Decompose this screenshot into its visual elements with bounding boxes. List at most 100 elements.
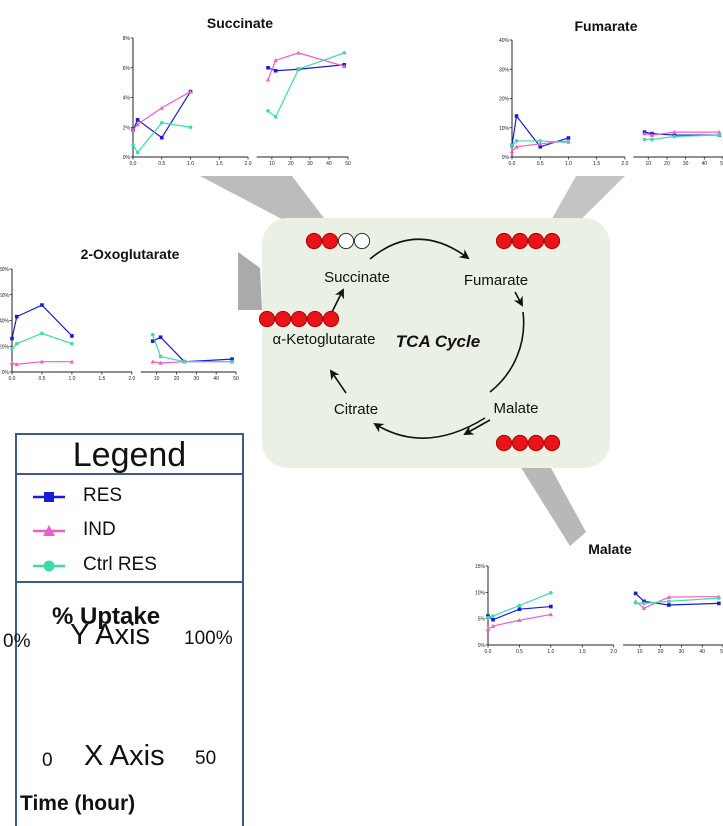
succinate-res-point-3 [159, 135, 164, 140]
legend-item-ctrl-res: Ctrl RES [83, 554, 157, 575]
oxoglutarate-ind-line-early [11, 361, 72, 365]
succinate-ind-point-3 [159, 105, 164, 110]
malate-xtick-label: 30 [679, 649, 685, 655]
oxoglutarate-ctrl-res-point-4 [70, 341, 74, 346]
malate-ind-line-early [487, 613, 551, 630]
y-axis-max-label: 100% [184, 628, 233, 649]
arrow-malate-cycle [489, 311, 525, 393]
malate-ind-point-3 [517, 618, 522, 623]
oxoglutarate-xtick-label: 2.0 [128, 376, 135, 382]
legend-series-box: RES IND Ctrl RES [15, 473, 244, 583]
oxoglutarate-res-point-1 [10, 336, 14, 341]
carbon-labeled-malate-2 [511, 434, 529, 452]
succinate-xtick-label: 2.0 [245, 161, 252, 167]
oxoglutarate-res-point-3 [40, 303, 44, 307]
malate-res-point-6 [642, 599, 646, 604]
malate-ind-point-4 [548, 612, 554, 617]
carbon-labeled-fumarate-3 [527, 232, 545, 250]
fumarate-xtick-label: 0.0 [509, 161, 516, 167]
cycle-arrows [329, 238, 525, 439]
tca-cycle-title: TCA Cycle [396, 332, 480, 351]
malate-xtick-label: 40 [699, 649, 705, 655]
malate-xtick-label: 20 [658, 649, 664, 655]
carbon-labeled-malate-1 [495, 434, 513, 452]
fumarate-xtick-label: 1.5 [593, 161, 600, 167]
fumarate-ctrl-res-point-3 [538, 139, 543, 143]
fumarate-ytick-label: 0% [502, 155, 510, 161]
oxoglutarate-ind-point-1 [9, 360, 15, 365]
malate-ind-point-7 [666, 594, 672, 599]
malate-ctrl-res-line-early [487, 592, 552, 619]
succinate-ctrl-res-point-2 [135, 150, 140, 155]
succinate-xtick-label: 0.5 [158, 161, 165, 167]
x-axis-min-label: 0 [42, 750, 53, 771]
malate-res-point-8 [717, 601, 721, 606]
fumarate-ind-line-late [644, 131, 720, 136]
succinate-ctrl-res-line-late [267, 52, 345, 118]
malate-ctrl-res-point-5 [633, 601, 638, 605]
fumarate-ytick-label: 10% [499, 126, 510, 132]
malate-ind-point-2 [490, 623, 496, 628]
fumarate-ctrl-res-point-5 [642, 137, 647, 142]
succinate-ind-line-early [132, 91, 191, 131]
oxoglutarate-ytick-label: 80% [0, 267, 10, 273]
oxoglutarate-ctrl-res-point-1 [10, 347, 14, 351]
fumarate-ctrl-res-line-early [511, 140, 569, 146]
oxoglutarate-ctrl-res-point-2 [14, 341, 19, 346]
fumarate-ind-point-2 [514, 144, 519, 149]
malate-chart-title: Malate [588, 541, 632, 557]
fumarate-ytick-label: 20% [499, 97, 510, 103]
oxoglutarate-res-point-8 [230, 357, 234, 361]
succinate-chart-title: Succinate [207, 15, 273, 31]
oxoglutarate-xtick-label: 1.0 [68, 376, 75, 382]
malate-callout [510, 448, 586, 546]
carbon-labeled-malate-4 [543, 434, 561, 452]
succinate-xtick-label: 50 [345, 161, 351, 167]
arrow-citrate-to-ketoglutarate [329, 369, 347, 394]
oxoglutarate-xtick-label: 10 [154, 376, 160, 382]
fumarate-ind-point-6 [649, 132, 655, 137]
fumarate-ind-point-7 [672, 129, 677, 134]
fumarate-chart: Fumarate 0% 10% 20% 30% 40% 0.0 0.5 1.0 1.5 2.0 10 2… [499, 18, 723, 167]
oxoglutarate-xtick-label: 0.0 [9, 376, 16, 382]
succinate-ind-point-2 [135, 122, 140, 127]
oxoglutarate-res-point-6 [158, 335, 163, 340]
oxoglutarate-xtick-label: 40 [213, 376, 219, 382]
fumarate-res-point-3 [538, 144, 543, 149]
oxoglutarate-ytick-label: 20% [0, 344, 10, 350]
succinate-ind-point-5 [265, 77, 271, 82]
fumarate-xtick-label: 1.0 [565, 161, 572, 167]
malate-xtick-label: 0.0 [485, 649, 492, 655]
legend-markers [33, 492, 65, 572]
ketoglutarate-label: α-Ketoglutarate [273, 331, 376, 348]
malate-res-point-5 [633, 591, 638, 596]
fumarate-res-line-late [644, 131, 720, 136]
oxoglutarate-ctrl-res-point-5 [150, 332, 155, 337]
arrow-ketoglutarate-to-succinate [331, 288, 344, 313]
carbon-labeled-ketoglutarate-2 [274, 310, 292, 328]
carbon-labeled-fumarate-4 [543, 232, 561, 250]
malate-ctrl-res-point-4 [549, 591, 553, 595]
malate-xtick-label: 1.0 [547, 649, 554, 655]
succinate-ctrl-res-point-6 [273, 115, 278, 119]
malate-xtick-label: 50 [720, 649, 723, 655]
oxoglutarate-xtick-label: 0.5 [38, 376, 45, 382]
malate-ind-point-1 [485, 627, 491, 631]
succinate-ytick-label: 6% [123, 66, 131, 72]
carbon-labeled-succinate-1 [305, 232, 323, 250]
succinate-ytick-label: 0% [123, 155, 131, 161]
malate-xtick-label: 10 [637, 649, 643, 655]
oxoglutarate-res-point-4 [70, 334, 74, 338]
succinate-xtick-label: 10 [269, 161, 275, 167]
succinate-xtick-label: 30 [307, 161, 313, 167]
oxoglutarate-ind-point-3 [39, 359, 45, 364]
y-axis-name: Y Axis [70, 619, 151, 651]
succinate-res-line-early [132, 91, 192, 139]
legend-title: Legend [72, 436, 187, 474]
carbon-labeled-fumarate-1 [495, 232, 513, 250]
y-axis-min-label: 0% [3, 631, 31, 652]
succinate-ctrl-res-point-8 [342, 51, 346, 55]
fumarate-ind-point-1 [509, 148, 515, 153]
malate-ytick-label: 10% [475, 590, 486, 596]
succinate-ctrl-res-point-3 [159, 120, 164, 125]
